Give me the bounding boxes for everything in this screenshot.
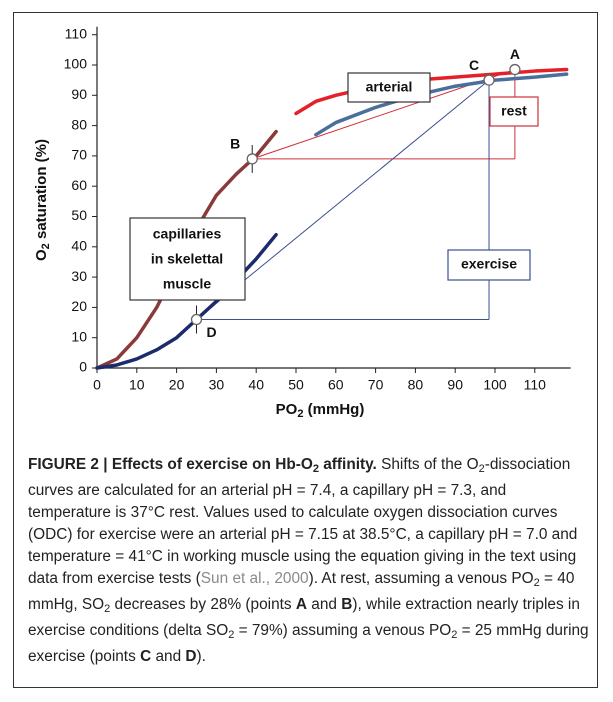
annotation-box: [347, 72, 431, 103]
y-tick-label: 10: [71, 328, 87, 344]
y-tick-label: 80: [71, 116, 87, 132]
point-label: D: [206, 324, 216, 340]
caption-text: -dissociation curves are calculated for …: [28, 456, 578, 587]
caption-text: = 25 mmHg during exercise (points: [28, 622, 589, 665]
point: [246, 153, 258, 165]
curve: [314, 72, 569, 137]
x-tick-label: 70: [368, 377, 384, 393]
point: [190, 313, 203, 326]
caption-text: A: [295, 596, 308, 613]
caption-text: B: [341, 596, 353, 613]
y-tick-label: 100: [64, 56, 88, 72]
annotation-box: [489, 96, 539, 127]
caption-text: 2: [533, 577, 540, 589]
caption-text: 2: [228, 629, 235, 641]
caption-text: C: [140, 648, 152, 665]
y-axis-label-part: O: [33, 249, 50, 261]
annotation: in skelettal: [151, 251, 223, 267]
caption-text: 2: [104, 603, 111, 615]
x-tick-label: 80: [408, 377, 424, 393]
caption-text: affinity.: [318, 456, 377, 473]
caption-text: 2: [478, 463, 485, 475]
caption-text: FIGURE 2 | Effects of exercise on Hb-O: [28, 456, 313, 473]
point-label: A: [510, 46, 520, 62]
figure-border: [13, 12, 598, 688]
y-tick-label: 20: [71, 298, 87, 314]
caption-text[interactable]: Sun et al., 2000: [200, 570, 309, 587]
caption-text: ), while extraction nearly triples in ex…: [28, 596, 580, 639]
y-tick-label: 60: [71, 177, 87, 193]
caption-text: and: [307, 596, 342, 613]
caption-text: D: [185, 648, 197, 665]
y-axis-label: O2 saturation (%): [33, 139, 52, 261]
point-label: C: [469, 57, 479, 73]
x-tick-label: 60: [328, 377, 344, 393]
x-tick-label: 100: [483, 377, 507, 393]
x-tick-label: 90: [447, 377, 463, 393]
y-tick-label: 0: [79, 359, 87, 375]
x-tick-label: 20: [169, 377, 185, 393]
point: [509, 63, 521, 76]
y-tick-label: 90: [71, 86, 87, 102]
annotation: arterial: [366, 79, 413, 95]
x-axis-label: PO2 (mmHg): [276, 401, 365, 420]
caption-text: = 79%) assuming a venous PO: [234, 622, 452, 639]
x-axis-label-part: (mmHg): [303, 401, 364, 418]
point: [483, 74, 495, 86]
y-tick-label: 50: [71, 207, 87, 223]
annotation-box: [129, 217, 246, 301]
caption-text: ).: [196, 648, 206, 665]
y-tick-label: 110: [65, 25, 88, 41]
annotation: muscle: [163, 276, 211, 292]
caption-text: 2: [312, 463, 319, 475]
x-tick-label: 10: [129, 377, 145, 393]
caption-text: ). At rest, assuming a venous PO: [308, 570, 534, 587]
y-tick-label: 40: [71, 238, 87, 254]
x-axis-label-part: 2: [297, 408, 303, 420]
caption-text: 2: [451, 629, 458, 641]
chart: 0 10 20 30 40 50 60 70 80 90 100 110 0 10 20 30 40 50 60 70…: [33, 25, 571, 420]
x-tick-label: 30: [209, 377, 225, 393]
x-tick-label: 0: [93, 377, 101, 393]
curve: [95, 232, 278, 370]
annotation-box: [447, 249, 531, 281]
x-axis-label-part: PO: [276, 401, 298, 418]
caption-text: decreases by 28% (points: [110, 596, 296, 613]
y-axis-label-part: saturation (%): [33, 139, 50, 243]
caption: FIGURE 2 | Effects of exercise on Hb-O2 …: [28, 454, 590, 668]
annotation: capillaries: [153, 226, 222, 242]
y-axis-label-part: 2: [40, 243, 52, 249]
y-tick-label: 30: [71, 268, 87, 284]
x-tick-label: 110: [524, 377, 547, 393]
point-label: B: [230, 136, 240, 152]
x-tick-label: 40: [248, 377, 264, 393]
annotation: rest: [501, 103, 527, 119]
annotation: exercise: [461, 256, 517, 272]
caption-text: = 40 mmHg, SO: [28, 570, 575, 613]
y-tick-label: 70: [71, 147, 87, 163]
caption-text: and: [151, 648, 186, 665]
caption-text: Shifts of the O: [376, 456, 479, 473]
x-tick-label: 50: [288, 377, 304, 393]
